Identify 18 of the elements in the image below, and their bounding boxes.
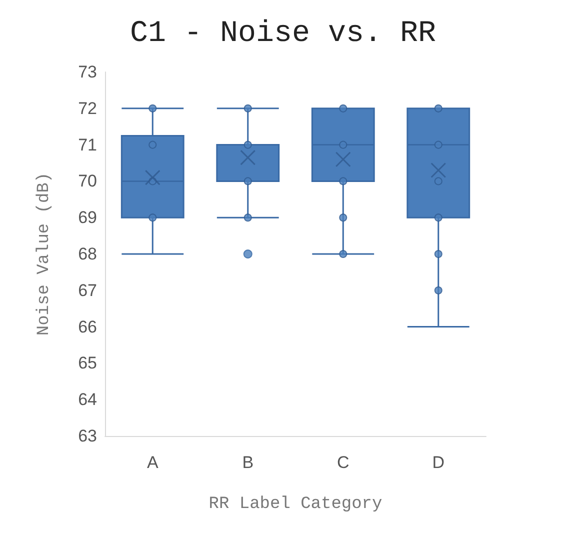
y-tick-label: 73 [78, 62, 97, 82]
y-tick-label: 66 [78, 317, 97, 336]
x-axis-title: RR Label Category [208, 495, 382, 514]
y-tick-label: 64 [78, 390, 97, 410]
y-tick-label: 65 [78, 354, 97, 373]
chart-title: C1 - Noise vs. RR [130, 17, 436, 51]
x-tick-label: D [432, 453, 445, 472]
y-axis-title: Noise Value (dB) [35, 172, 54, 336]
x-tick-label: C [336, 453, 350, 472]
y-tick-label: 63 [78, 426, 97, 446]
y-tick-label: 72 [78, 98, 97, 118]
x-tick-label: B [242, 453, 254, 472]
y-tick-label: 69 [78, 208, 97, 228]
x-tick-label: A [146, 453, 159, 472]
y-tick-label: 71 [78, 135, 97, 154]
y-tick-label: 67 [78, 280, 97, 300]
y-tick-label: 68 [78, 244, 97, 264]
y-tick-label: 70 [78, 172, 97, 191]
